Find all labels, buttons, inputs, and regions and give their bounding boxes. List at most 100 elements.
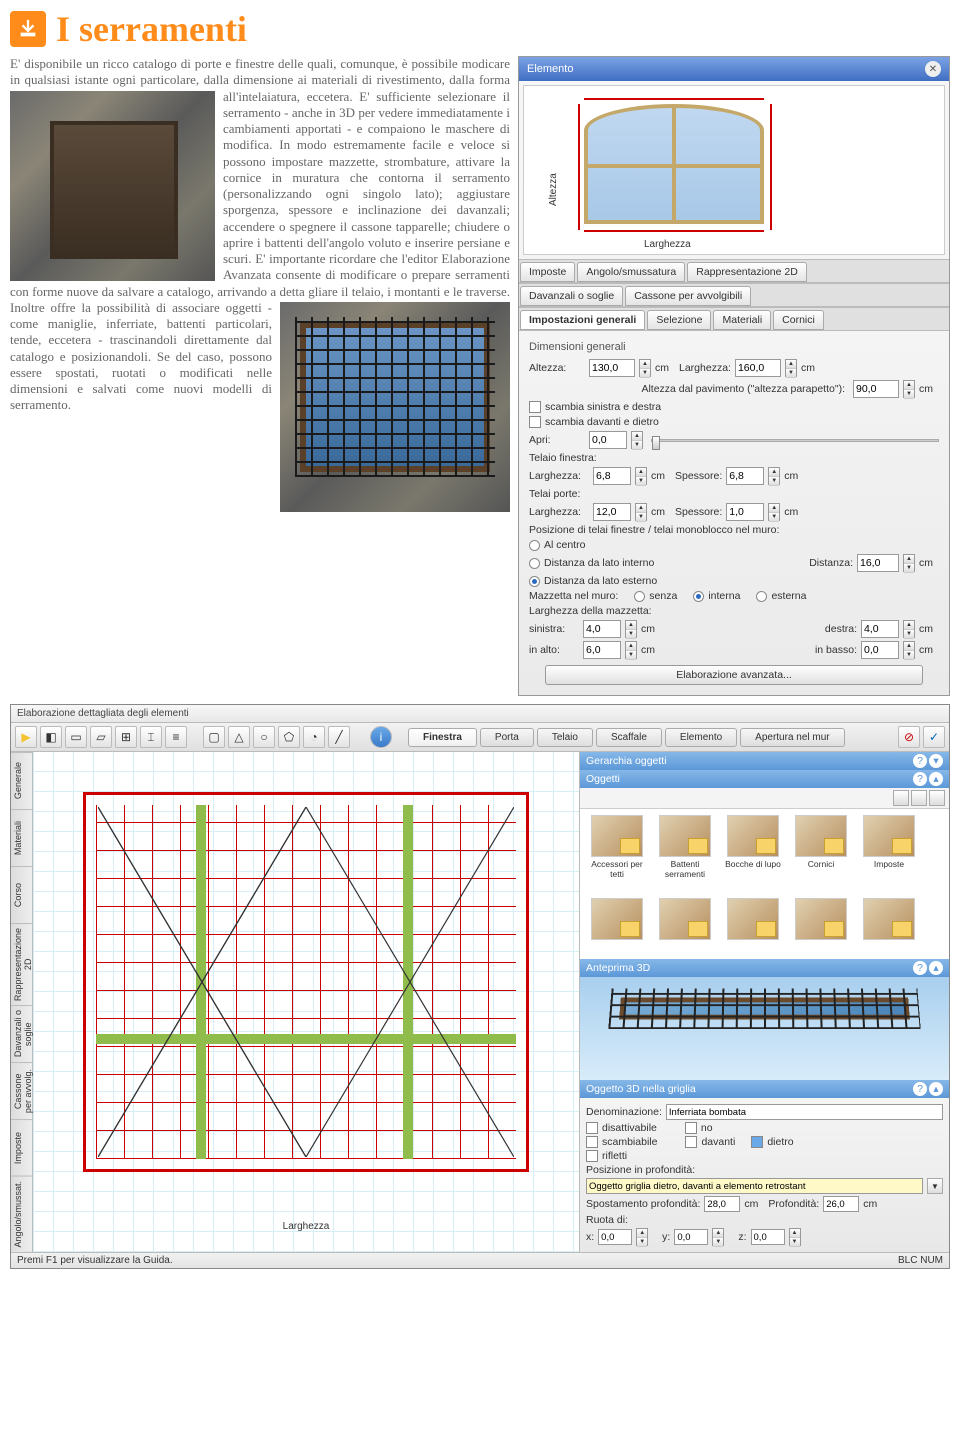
catalog-item[interactable] [586, 898, 648, 953]
radio-dist-est[interactable] [529, 576, 540, 587]
tab-imposte[interactable]: Imposte [520, 262, 575, 282]
tool-icon[interactable]: ▭ [65, 726, 87, 748]
catalog-item[interactable]: Imposte [858, 815, 920, 892]
spinner[interactable]: ▲▼ [712, 1228, 724, 1246]
spinner[interactable]: ▲▼ [625, 641, 637, 659]
spinner[interactable]: ▲▼ [635, 467, 647, 485]
input-tp-larg[interactable] [593, 503, 631, 521]
catalog-item[interactable]: Cornici [790, 815, 852, 892]
radio-senza[interactable] [634, 591, 645, 602]
input-altezza[interactable] [589, 359, 635, 377]
toolbar-tab[interactable]: Scaffale [596, 728, 662, 747]
tool-icon[interactable]: ⊞ [115, 726, 137, 748]
tab-cornici[interactable]: Cornici [773, 310, 824, 330]
view-detail-icon[interactable] [929, 790, 945, 806]
radio-al-centro[interactable] [529, 540, 540, 551]
spinner[interactable]: ▲▼ [903, 641, 915, 659]
input-y[interactable] [674, 1229, 708, 1245]
cursor-icon[interactable]: ▶ [15, 726, 37, 748]
canvas[interactable]: Larghezza [33, 752, 579, 1252]
shape-arc-icon[interactable]: ◔ [303, 726, 325, 748]
spinner[interactable]: ▲▼ [903, 554, 915, 572]
preview-3d[interactable] [580, 977, 949, 1080]
spinner-altezza[interactable]: ▲▼ [639, 359, 651, 377]
spinner[interactable]: ▲▼ [625, 620, 637, 638]
chevron-down-icon[interactable]: ▾ [929, 754, 943, 768]
catalog-item[interactable] [722, 898, 784, 953]
tab-rapp2d[interactable]: Rappresentazione 2D [687, 262, 807, 282]
spinner[interactable]: ▲▼ [636, 1228, 648, 1246]
input-spost[interactable] [704, 1196, 740, 1212]
chevron-up-icon[interactable]: ▴ [929, 1082, 943, 1096]
side-tab[interactable]: Angolo/smussat. [11, 1176, 32, 1252]
tool-icon[interactable]: ▱ [90, 726, 112, 748]
select-posprof[interactable] [586, 1178, 923, 1194]
shape-circle-icon[interactable]: ○ [253, 726, 275, 748]
rp-anteprima[interactable]: Anteprima 3D ?▴ [580, 959, 949, 977]
input-x[interactable] [598, 1229, 632, 1245]
view-list-icon[interactable] [911, 790, 927, 806]
spinner[interactable]: ▲▼ [903, 620, 915, 638]
rp-oggetti[interactable]: Oggetti ?▴ [580, 770, 949, 788]
toolbar-tab[interactable]: Finestra [408, 728, 477, 747]
tool-icon[interactable]: ⌶ [140, 726, 162, 748]
cb-davanti[interactable] [685, 1136, 697, 1148]
cb-scambia-dd[interactable] [529, 416, 541, 428]
side-tab[interactable]: Corso [11, 866, 32, 923]
shape-rect-icon[interactable]: ▢ [203, 726, 225, 748]
cb-scambia-sd[interactable] [529, 401, 541, 413]
help-icon[interactable]: ? [913, 754, 927, 768]
spinner-altpav[interactable]: ▲▼ [903, 380, 915, 398]
cancel-icon[interactable]: ⊘ [898, 726, 920, 748]
spinner[interactable]: ▲▼ [768, 467, 780, 485]
catalog-item[interactable]: Bocche di lupo [722, 815, 784, 892]
tab-impostazioni[interactable]: Impostazioni generali [520, 310, 645, 330]
toolbar-tab[interactable]: Telaio [537, 728, 593, 747]
side-tab[interactable]: Generale [11, 752, 32, 809]
input-mz-dx[interactable] [861, 620, 899, 638]
info-icon[interactable]: i [370, 726, 392, 748]
tab-selezione[interactable]: Selezione [647, 310, 711, 330]
input-denom[interactable] [666, 1104, 943, 1120]
close-icon[interactable]: ✕ [925, 61, 941, 77]
catalog-item[interactable] [858, 898, 920, 953]
tab-davanzali[interactable]: Davanzali o soglie [520, 286, 623, 306]
cb-riflett[interactable] [586, 1150, 598, 1162]
spinner-apri[interactable]: ▲▼ [631, 431, 643, 449]
catalog-item[interactable] [790, 898, 852, 953]
input-distanza[interactable] [857, 554, 899, 572]
cb-no[interactable] [685, 1122, 697, 1134]
side-tab[interactable]: Materiali [11, 809, 32, 866]
input-tp-spess[interactable] [726, 503, 764, 521]
catalog-item[interactable] [654, 898, 716, 953]
chevron-up-icon[interactable]: ▴ [929, 961, 943, 975]
radio-esterna[interactable] [756, 591, 767, 602]
side-tab[interactable]: Cassone per avvolg. [11, 1062, 32, 1119]
input-apri[interactable] [589, 431, 627, 449]
spinner-larghezza[interactable]: ▲▼ [785, 359, 797, 377]
input-altpav[interactable] [853, 380, 899, 398]
help-icon[interactable]: ? [913, 1082, 927, 1096]
rp-obj-grid[interactable]: Oggetto 3D nella griglia ?▴ [580, 1080, 949, 1098]
input-mz-alto[interactable] [583, 641, 621, 659]
tab-materiali[interactable]: Materiali [713, 310, 771, 330]
input-tf-spess[interactable] [726, 467, 764, 485]
chevron-up-icon[interactable]: ▴ [929, 772, 943, 786]
radio-interna[interactable] [693, 591, 704, 602]
spinner[interactable]: ▲▼ [789, 1228, 801, 1246]
help-icon[interactable]: ? [913, 772, 927, 786]
tool-icon[interactable]: ◧ [40, 726, 62, 748]
tool-icon[interactable]: ≡ [165, 726, 187, 748]
help-icon[interactable]: ? [913, 961, 927, 975]
input-mz-basso[interactable] [861, 641, 899, 659]
slider-apri[interactable] [651, 439, 939, 442]
cb-disattiv[interactable] [586, 1122, 598, 1134]
tab-cassone[interactable]: Cassone per avvolgibili [625, 286, 751, 306]
rp-gerarchia[interactable]: Gerarchia oggetti ?▾ [580, 752, 949, 770]
chevron-down-icon[interactable]: ▼ [927, 1178, 943, 1194]
toolbar-tab[interactable]: Porta [480, 728, 534, 747]
side-tab[interactable]: Davanzali o soglie [11, 1005, 32, 1062]
input-z[interactable] [751, 1229, 785, 1245]
input-mz-sx[interactable] [583, 620, 621, 638]
shape-tri-icon[interactable]: △ [228, 726, 250, 748]
